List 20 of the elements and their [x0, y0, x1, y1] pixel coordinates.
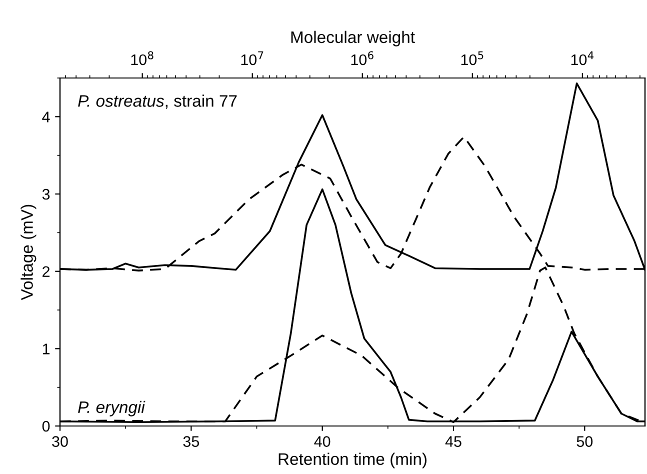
x-tick-label: 35	[183, 436, 200, 447]
x2-tick-label: 10$^{6}$	[351, 51, 374, 66]
x-axis-title: Retention time (min)	[278, 452, 426, 468]
x-tick-label: 40	[314, 436, 330, 447]
annotation: P. eryngii	[78, 400, 146, 416]
x-tick-label: 50	[576, 436, 593, 447]
x2-tick-label: 10$^{8}$	[131, 51, 154, 66]
x-tick-label: 30	[52, 436, 68, 447]
y-tick-label: 2	[42, 266, 50, 277]
x2-tick-label: 10$^{5}$	[461, 51, 484, 66]
annotation: P. ostreatus, strain 77	[78, 94, 237, 109]
x2-axis-title: Molecular weight	[291, 30, 415, 46]
y-tick-label: 4	[42, 112, 50, 122]
y-tick-label: 0	[42, 420, 50, 432]
y-tick-label: 3	[42, 188, 50, 200]
y-axis-title: Voltage (mV)	[20, 204, 36, 300]
x-tick-label: 45	[445, 436, 462, 447]
y-tick-label: 1	[42, 344, 50, 354]
x2-tick-label: 10$^{4}$	[571, 51, 594, 66]
x2-tick-label: 10$^{7}$	[241, 51, 264, 66]
